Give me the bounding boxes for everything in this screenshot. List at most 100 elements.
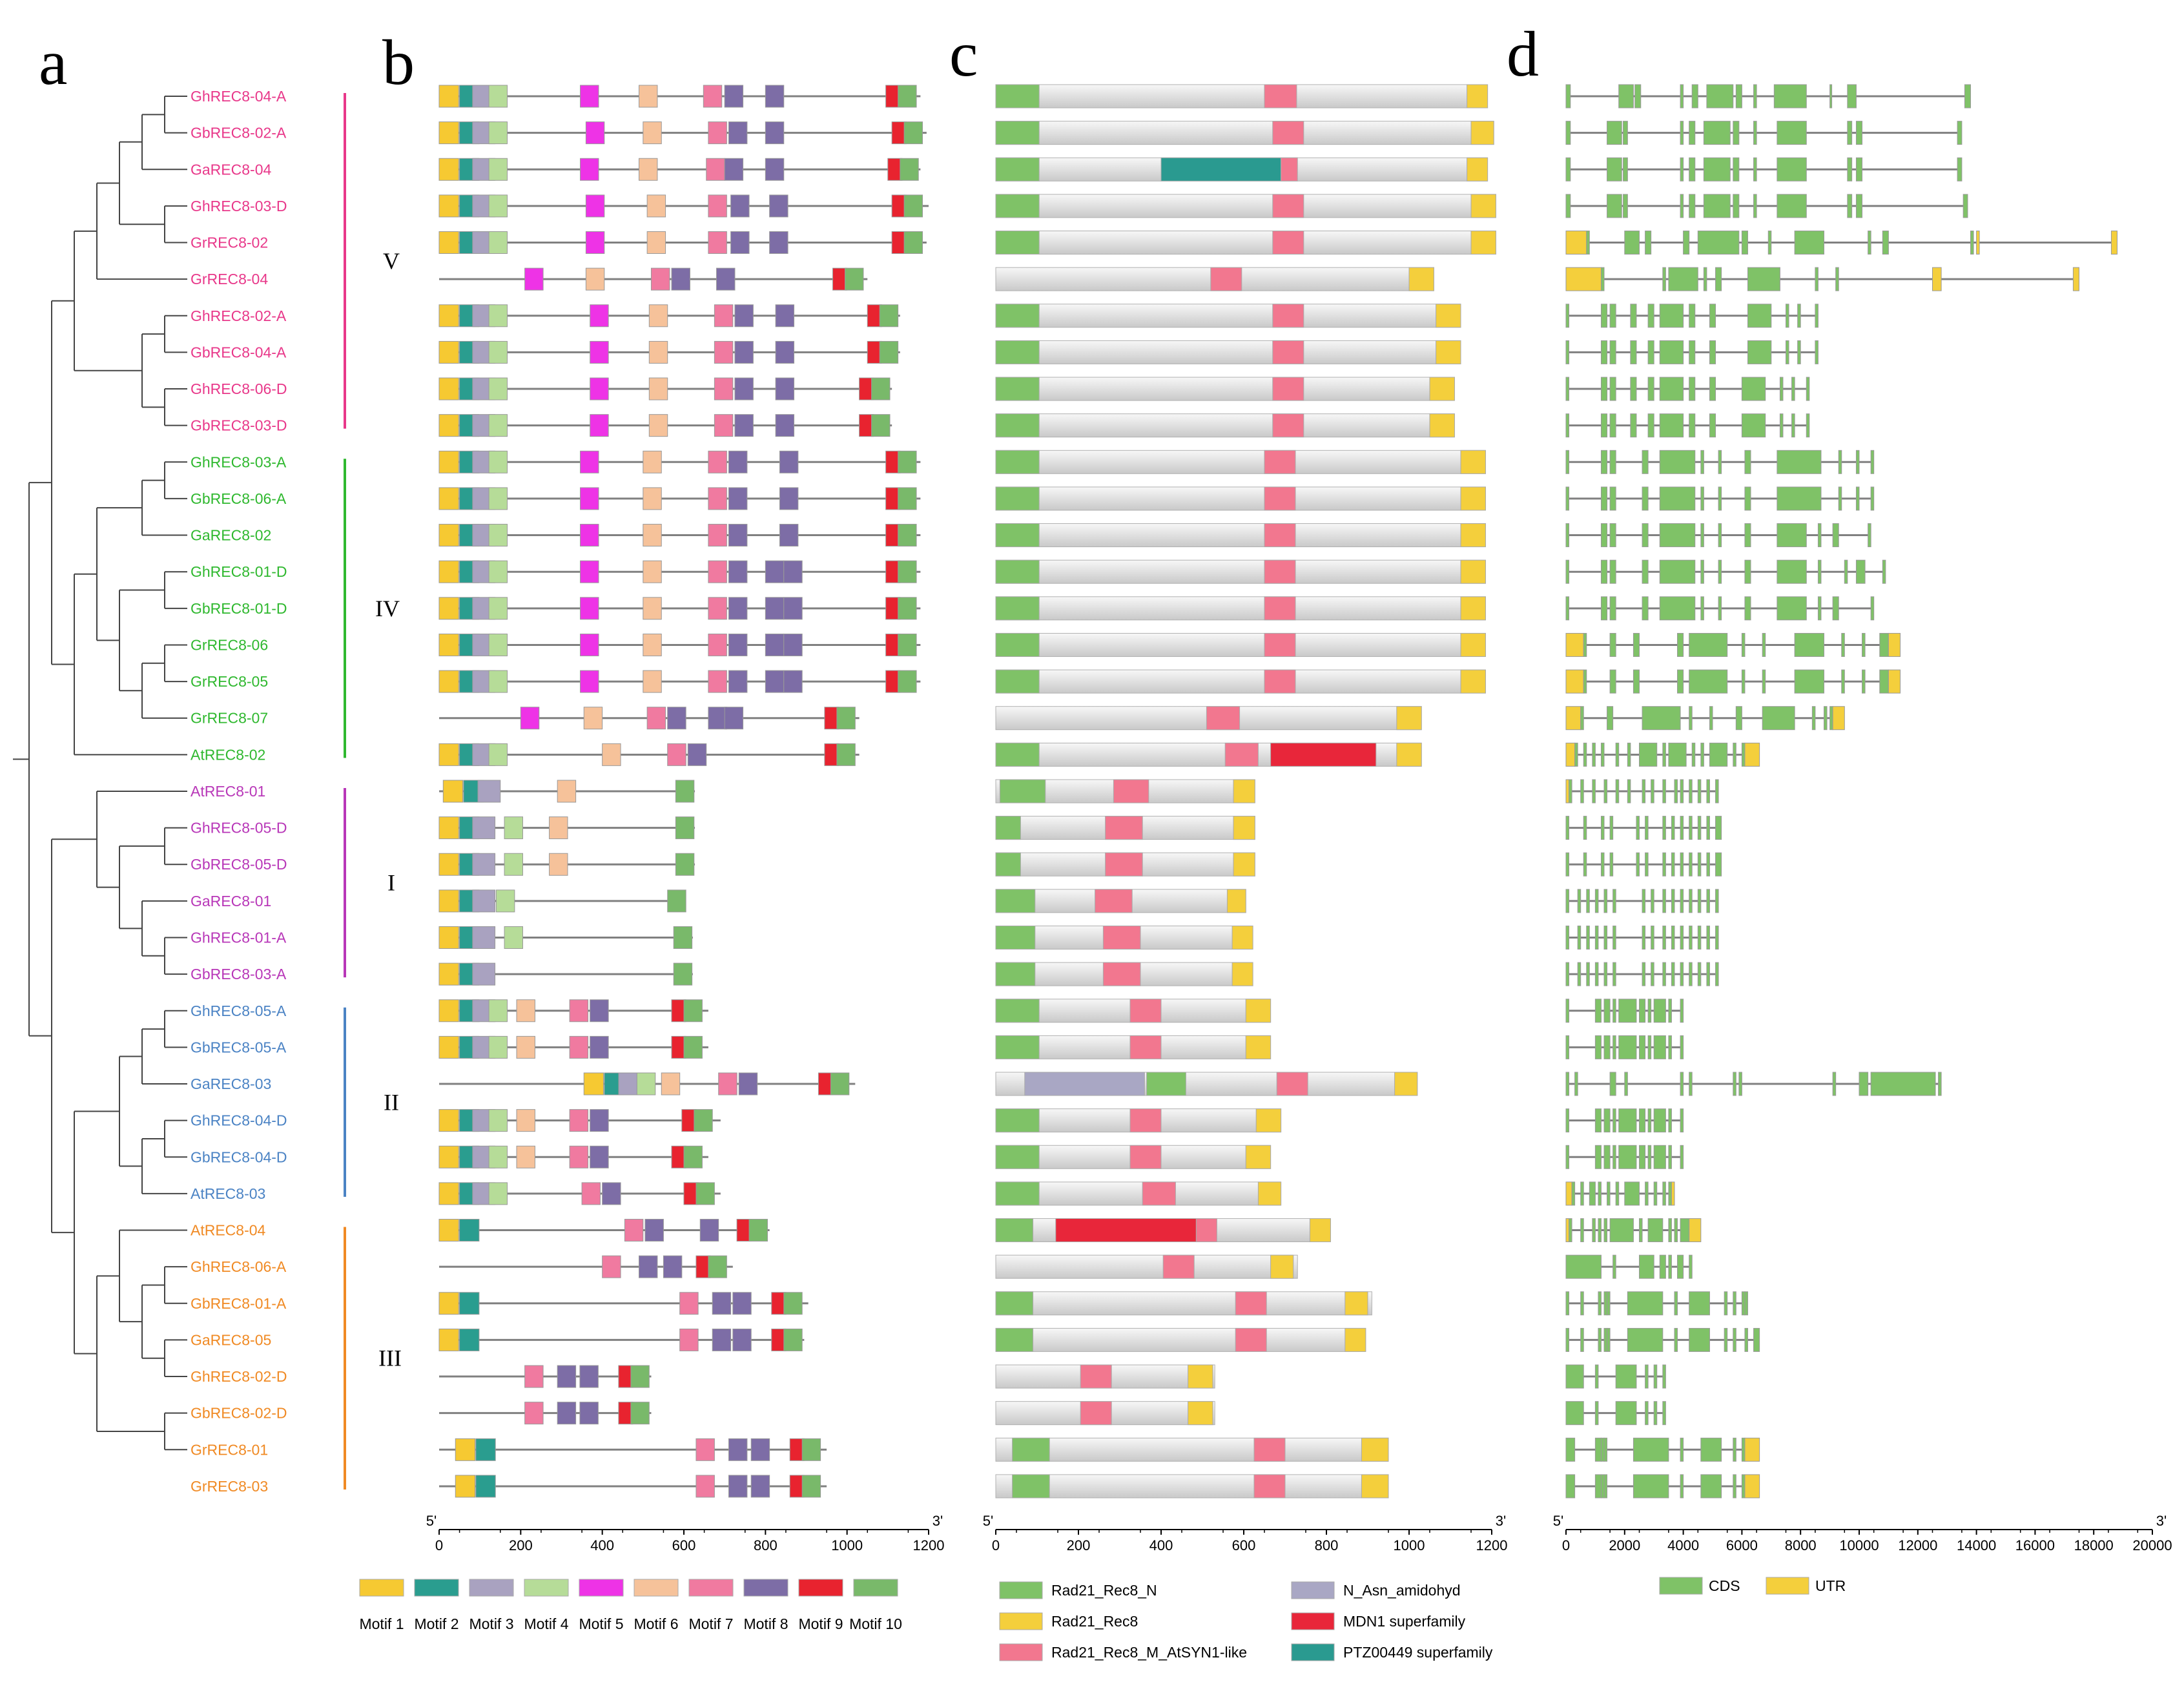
cds-box (1733, 1291, 1736, 1316)
domain-box-C (1270, 1254, 1294, 1279)
domain-box-M (1129, 999, 1162, 1023)
gene-axis-tick-label: 20000 (2132, 1537, 2172, 1553)
domain-box-M (1272, 304, 1304, 328)
motif-10-box (708, 1255, 727, 1278)
domain-legend-label: Rad21_Rec8_N (1051, 1582, 1157, 1599)
motif-7-box (718, 1072, 737, 1095)
motif-10-box (695, 1182, 715, 1205)
motif-8-box (712, 1292, 732, 1315)
domain-axis-tick-label: 1200 (1476, 1537, 1508, 1553)
cds-box (1674, 779, 1678, 804)
motif-axis-tick-label: 1200 (913, 1537, 945, 1553)
motif-7-box (569, 1145, 589, 1168)
cds-box (1600, 596, 1608, 621)
domain-box-C (1233, 852, 1255, 877)
domain-legend-label: N_Asn_amidohyd (1343, 1582, 1461, 1599)
motif-2-box (459, 1292, 480, 1315)
cds-box (1674, 1327, 1678, 1352)
motif-8-box (579, 1402, 599, 1425)
cds-box (1642, 706, 1681, 731)
domain-box-N (995, 1035, 1040, 1059)
cds-box (1706, 925, 1710, 950)
motif-8-box (663, 1255, 683, 1278)
domain-box-C (1460, 596, 1486, 621)
cds-box (1598, 1218, 1602, 1243)
cds-box (1753, 194, 1757, 218)
cds-box (1724, 1327, 1728, 1352)
cds-box (1957, 121, 1963, 145)
motif-4-box (488, 670, 508, 693)
cds-box (1623, 194, 1628, 218)
motif-7-box (708, 560, 727, 583)
motif-10-box (898, 524, 917, 547)
cds-box (1847, 121, 1853, 145)
gene-label: GrREC8-07 (191, 710, 268, 727)
cds-box (1718, 486, 1722, 511)
motif-8-box (590, 1109, 609, 1132)
domain-box-C (1245, 1035, 1272, 1059)
protein-bar (995, 194, 1496, 218)
cds-box (1569, 1218, 1572, 1243)
gene-label: GbREC8-01-A (191, 1295, 287, 1312)
cds-box (1817, 523, 1822, 548)
motif-7-box (706, 158, 725, 181)
domain-box-M (1264, 632, 1296, 657)
domain-box-N (995, 925, 1036, 950)
gene-label: GhREC8-02-D (191, 1368, 287, 1385)
utr-box (1744, 742, 1760, 767)
cds-box (1689, 121, 1696, 145)
motif-4-box (488, 450, 508, 473)
domain-box-N (995, 1181, 1040, 1206)
protein-bar (995, 1327, 1366, 1352)
cds-box (1600, 413, 1608, 438)
cds-box (1603, 1145, 1611, 1169)
domain-box-N (995, 340, 1040, 364)
cds-box (1594, 1474, 1602, 1499)
cds-box (1615, 1401, 1637, 1426)
utr-box (1565, 669, 1584, 694)
motif-8-box (775, 304, 795, 327)
domain-box-M (1253, 1437, 1286, 1462)
motif-axis-tick-label: 0 (435, 1537, 443, 1553)
domain-legend-label: Rad21_Rec8_M_AtSYN1-like (1051, 1644, 1247, 1661)
domain-box-M (1264, 559, 1296, 584)
cds-box (1600, 304, 1608, 328)
cds-box (1627, 779, 1631, 804)
cds-box (1847, 157, 1853, 182)
cds-box (1645, 1401, 1649, 1426)
motif-8-box (557, 1365, 577, 1388)
cds-box (1603, 1218, 1608, 1243)
motif-8-box (765, 597, 785, 620)
motif-1-box (438, 560, 459, 583)
cds-box (1653, 1035, 1666, 1059)
cds-box (1600, 1474, 1605, 1499)
motif-axis-3prime: 3' (932, 1513, 943, 1529)
cds-box (1662, 1401, 1666, 1426)
domain-box-N (995, 962, 1036, 986)
motif-7-box (708, 194, 727, 218)
motif-legend-label: Motif 2 (414, 1615, 458, 1632)
cds-box (1645, 1181, 1649, 1206)
motif-5-box (580, 450, 599, 473)
cds-box (1583, 816, 1587, 840)
motif-8-box (779, 524, 799, 547)
gene-label: GaREC8-02 (191, 527, 271, 544)
utr-box (1565, 1218, 1570, 1243)
cds-box (1607, 1291, 1611, 1316)
motif-7-box (708, 597, 727, 620)
cds-box (1779, 377, 1784, 401)
cds-box (1868, 231, 1871, 255)
cds-box (1680, 999, 1684, 1023)
cds-box (1829, 706, 1833, 731)
motif-5-box (580, 85, 599, 108)
cds-box (1642, 925, 1646, 950)
cds-box (1659, 486, 1696, 511)
cds-box (1882, 231, 1889, 255)
domain-box-N (1012, 1437, 1050, 1462)
motif-1-box (438, 1328, 459, 1351)
cds-box (1715, 816, 1722, 840)
cds-box (1747, 340, 1772, 364)
cds-box (1680, 852, 1684, 877)
cds-box (1680, 84, 1684, 109)
domain-axis-5prime: 5' (983, 1513, 993, 1529)
